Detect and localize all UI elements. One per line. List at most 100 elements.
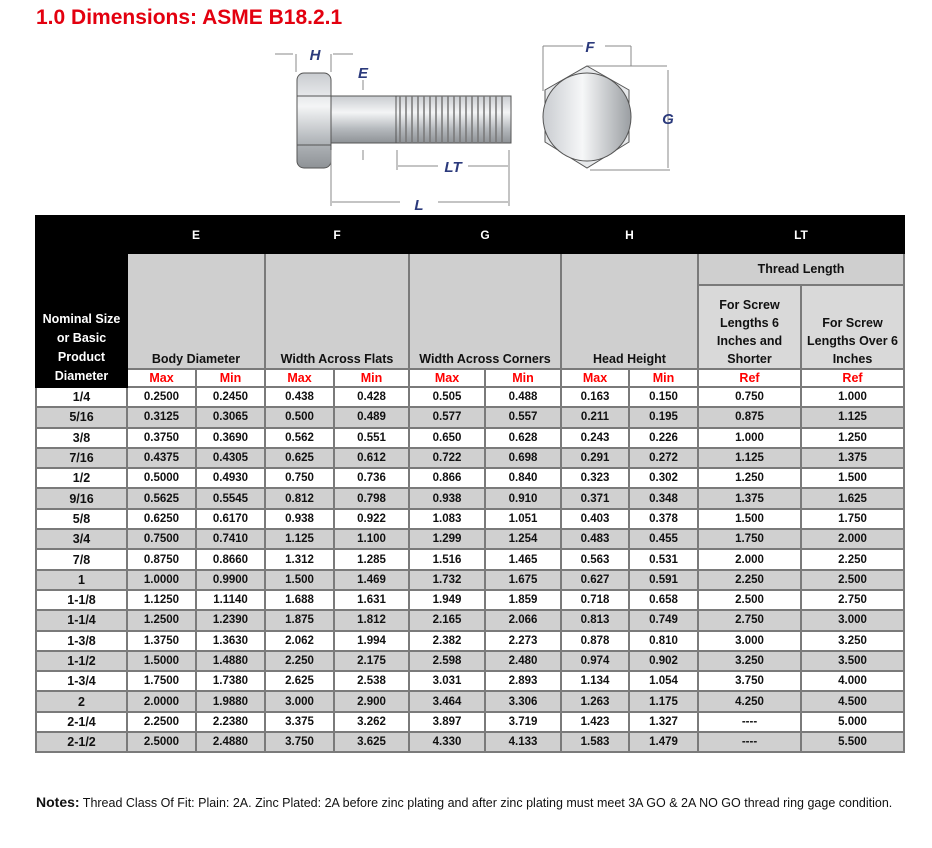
f-max-cell: 1.875 — [264, 609, 335, 632]
nominal-size-header: Nominal Size or Basic Product Diameter — [35, 252, 128, 388]
label-F: F — [585, 39, 595, 56]
h-max-cell: 0.878 — [560, 629, 630, 652]
lt-long-cell: 2.250 — [800, 548, 905, 571]
nominal-size-cell: 1-3/8 — [35, 629, 128, 652]
lt-long-cell: 2.000 — [800, 528, 905, 551]
table-row: 1/2 0.5000 0.4930 0.750 0.736 0.866 0.840 0.323… — [35, 467, 905, 490]
g-min-cell: 4.133 — [484, 731, 562, 754]
lt-col-long: For Screw Lengths Over 6 Inches — [800, 284, 905, 370]
f-min-cell: 0.736 — [333, 467, 410, 490]
lt-short-cell: 0.750 — [697, 385, 802, 409]
h-max-cell: 0.291 — [560, 446, 630, 470]
h-max-cell: 0.718 — [560, 588, 630, 612]
lt-short-cell: 0.875 — [697, 406, 802, 429]
h-min-cell: 0.749 — [628, 609, 699, 632]
table-row: 1 1.0000 0.9900 1.500 1.469 1.732 1.675 0.627 0.… — [35, 568, 905, 591]
nominal-size-cell: 3/4 — [35, 528, 128, 551]
g-max-cell: 2.382 — [408, 629, 486, 652]
lt-long-cell: 5.500 — [800, 731, 905, 754]
g-min-cell: 1.675 — [484, 568, 562, 591]
e-max-cell: 2.5000 — [126, 731, 197, 754]
table-row: 2-1/2 2.5000 2.4880 3.750 3.625 4.330 4.133 1.5… — [35, 731, 905, 754]
lt-long-cell: 5.000 — [800, 710, 905, 734]
sub-H-max: Max — [560, 368, 630, 388]
e-min-cell: 0.9900 — [195, 568, 266, 591]
e-max-cell: 0.5000 — [126, 467, 197, 490]
lt-short-cell: 1.250 — [697, 467, 802, 490]
f-min-cell: 1.100 — [333, 528, 410, 551]
lt-long-cell: 3.500 — [800, 649, 905, 673]
nominal-size-cell: 1/2 — [35, 467, 128, 490]
g-max-cell: 0.577 — [408, 406, 486, 429]
e-max-cell: 2.0000 — [126, 690, 197, 713]
f-max-cell: 2.062 — [264, 629, 335, 652]
sub-H-min: Min — [628, 368, 699, 388]
g-min-cell: 1.254 — [484, 528, 562, 551]
lt-long-cell: 4.500 — [800, 690, 905, 713]
f-max-cell: 3.000 — [264, 690, 335, 713]
f-min-cell: 3.625 — [333, 731, 410, 754]
f-max-cell: 0.562 — [264, 426, 335, 449]
g-max-cell: 0.722 — [408, 446, 486, 470]
lt-short-cell: 1.500 — [697, 507, 802, 531]
lt-short-cell: ---- — [697, 731, 802, 754]
table-row: 9/16 0.5625 0.5545 0.812 0.798 0.938 0.910 0.37… — [35, 487, 905, 510]
h-min-cell: 1.054 — [628, 670, 699, 693]
h-max-cell: 1.134 — [560, 670, 630, 693]
e-min-cell: 0.3065 — [195, 406, 266, 429]
h-max-cell: 0.243 — [560, 426, 630, 449]
lt-short-cell: 2.250 — [697, 568, 802, 591]
f-min-cell: 1.812 — [333, 609, 410, 632]
table-row: 1/4 0.2500 0.2450 0.438 0.428 0.505 0.488 0.163… — [35, 385, 905, 409]
lt-short-cell: 3.000 — [697, 629, 802, 652]
g-max-cell: 0.505 — [408, 385, 486, 409]
h-min-cell: 0.348 — [628, 487, 699, 510]
lt-long-cell: 3.250 — [800, 629, 905, 652]
e-max-cell: 0.4375 — [126, 446, 197, 470]
g-max-cell: 1.732 — [408, 568, 486, 591]
group-desc-LT: Thread Length — [697, 252, 905, 286]
h-max-cell: 0.813 — [560, 609, 630, 632]
lt-short-cell: 1.375 — [697, 487, 802, 510]
table-row: 7/16 0.4375 0.4305 0.625 0.612 0.722 0.698 0.29… — [35, 446, 905, 470]
group-letter-E: E — [126, 215, 266, 254]
lt-short-cell: 1.125 — [697, 446, 802, 470]
lt-short-cell: 4.250 — [697, 690, 802, 713]
f-min-cell: 1.285 — [333, 548, 410, 571]
lt-long-cell: 1.375 — [800, 446, 905, 470]
lt-long-cell: 1.125 — [800, 406, 905, 429]
f-max-cell: 2.625 — [264, 670, 335, 693]
e-min-cell: 0.7410 — [195, 528, 266, 551]
lt-short-cell: 3.750 — [697, 670, 802, 693]
f-max-cell: 0.438 — [264, 385, 335, 409]
g-min-cell: 0.557 — [484, 406, 562, 429]
g-min-cell: 0.488 — [484, 385, 562, 409]
g-max-cell: 1.299 — [408, 528, 486, 551]
lt-short-cell: ---- — [697, 710, 802, 734]
sub-F-min: Min — [333, 368, 410, 388]
table-row: 1-1/4 1.2500 1.2390 1.875 1.812 2.165 2.066 0.8… — [35, 609, 905, 632]
g-min-cell: 2.893 — [484, 670, 562, 693]
f-max-cell: 0.500 — [264, 406, 335, 429]
nominal-size-cell: 7/16 — [35, 446, 128, 470]
lt-long-cell: 1.500 — [800, 467, 905, 490]
e-max-cell: 0.6250 — [126, 507, 197, 531]
sub-G-min: Min — [484, 368, 562, 388]
g-max-cell: 3.464 — [408, 690, 486, 713]
lt-short-cell: 2.000 — [697, 548, 802, 571]
h-max-cell: 0.371 — [560, 487, 630, 510]
f-min-cell: 0.428 — [333, 385, 410, 409]
nominal-size-cell: 5/8 — [35, 507, 128, 531]
e-max-cell: 2.2500 — [126, 710, 197, 734]
g-max-cell: 1.949 — [408, 588, 486, 612]
h-max-cell: 1.423 — [560, 710, 630, 734]
f-min-cell: 2.175 — [333, 649, 410, 673]
table-body: 1/4 0.2500 0.2450 0.438 0.428 0.505 0.488 0.163… — [35, 385, 905, 754]
f-max-cell: 3.375 — [264, 710, 335, 734]
h-min-cell: 0.378 — [628, 507, 699, 531]
e-min-cell: 2.2380 — [195, 710, 266, 734]
group-desc-H: Head Height — [560, 252, 699, 370]
g-min-cell: 0.910 — [484, 487, 562, 510]
table-row: 2 2.0000 1.9880 3.000 2.900 3.464 3.306 1.263 1.… — [35, 690, 905, 713]
nominal-size-cell: 2-1/2 — [35, 731, 128, 754]
